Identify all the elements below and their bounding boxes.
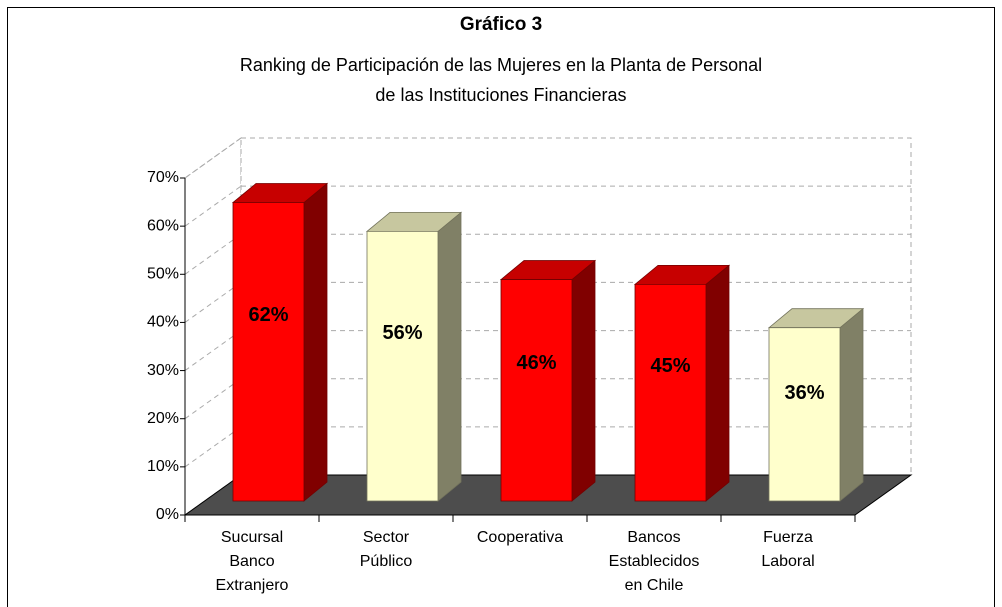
- y-tick-label: 30%: [147, 362, 179, 379]
- bar: [633, 264, 731, 502]
- chart-title: Gráfico 3: [459, 14, 543, 35]
- bar-side: [705, 264, 730, 502]
- x-tick-label: Fuerza Laboral: [761, 529, 815, 570]
- y-tick-label: 70%: [147, 169, 179, 186]
- data-label: 36%: [784, 382, 824, 404]
- grid-line: [184, 330, 242, 371]
- y-tick-label: 20%: [147, 410, 179, 427]
- data-label: 56%: [382, 322, 422, 344]
- data-label: 46%: [516, 352, 556, 374]
- y-tick-label: 40%: [147, 314, 179, 331]
- bar-side: [839, 307, 864, 502]
- bar-side: [303, 182, 328, 502]
- y-tick-label: 0%: [156, 506, 179, 523]
- grid-line: [184, 378, 242, 420]
- bar-front: [768, 327, 841, 502]
- bar: [499, 259, 597, 502]
- data-label: 62%: [248, 304, 288, 326]
- bar-front: [232, 202, 305, 502]
- grid-line: [184, 426, 242, 468]
- grid-line: [184, 185, 242, 227]
- y-tick-label: 60%: [147, 217, 179, 234]
- bar-front: [500, 279, 573, 502]
- bar-side: [437, 211, 462, 502]
- y-tick-label: 50%: [147, 266, 179, 283]
- grid-line: [184, 282, 242, 323]
- grid-line: [184, 137, 242, 179]
- bar: [231, 182, 329, 502]
- grid-line: [184, 233, 242, 275]
- bar-front: [634, 283, 707, 502]
- x-tick-label: Sector Público: [359, 529, 413, 570]
- x-tick-label: Cooperativa: [476, 529, 564, 546]
- chart-subtitle: Ranking de Participación de las Mujeres …: [239, 55, 763, 105]
- bar: [767, 307, 865, 502]
- bar: [365, 211, 463, 502]
- x-tick-label: Sucursal Banco Extranjero: [215, 529, 289, 594]
- bar-front: [366, 230, 439, 502]
- x-tick-label: Bancos Establecidos en Chile: [608, 529, 700, 594]
- bar-side: [571, 259, 596, 502]
- data-label: 45%: [650, 355, 690, 377]
- y-tick-label: 10%: [147, 458, 179, 475]
